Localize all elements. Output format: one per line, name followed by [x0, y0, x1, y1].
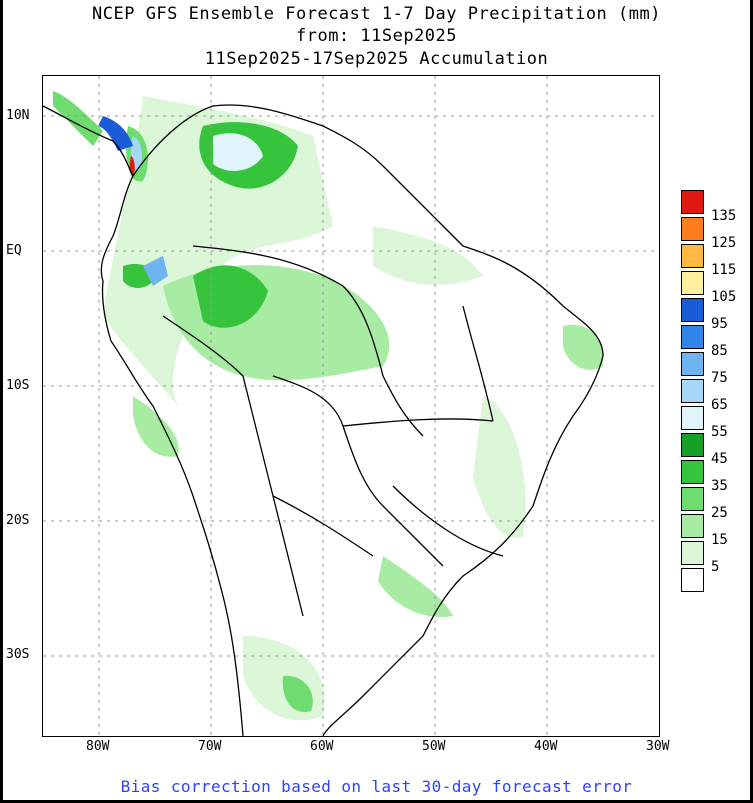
map-accumulation-period: 11Sep2025-17Sep2025 Accumulation [204, 49, 549, 69]
legend-swatch [681, 298, 704, 322]
legend-swatch [681, 217, 704, 241]
graticule [43, 76, 659, 736]
legend-label: 125 [711, 235, 737, 251]
map-title: NCEP GFS Ensemble Forecast 1-7 Day Preci… [92, 4, 661, 24]
legend-label: 135 [711, 208, 737, 224]
lon-label-30w: 30W [646, 739, 670, 754]
lon-label-70w: 70W [198, 739, 222, 754]
bias-correction-note: Bias correction based on last 30-day for… [120, 777, 633, 796]
lat-label-10s: 10S [6, 378, 30, 393]
legend-swatch [681, 460, 704, 484]
lat-label-30s: 30S [6, 647, 30, 662]
lat-label-10n: 10N [6, 108, 30, 123]
lon-label-80w: 80W [86, 739, 110, 754]
legend-label: 65 [711, 397, 728, 413]
legend-swatch [681, 487, 704, 511]
legend-label: 95 [711, 316, 728, 332]
legend-label: 115 [711, 262, 737, 278]
legend-label: 25 [711, 505, 728, 521]
legend-label: 55 [711, 424, 728, 440]
precipitation-map [42, 75, 660, 737]
legend-swatch [681, 541, 704, 565]
map-canvas [43, 76, 659, 736]
legend-swatch [681, 514, 704, 538]
legend-label: 15 [711, 532, 728, 548]
legend-label: 45 [711, 451, 728, 467]
legend-swatch [681, 379, 704, 403]
precip-shading [53, 91, 604, 721]
legend-swatch [681, 352, 704, 376]
coastlines-borders [43, 104, 604, 736]
legend-swatch [681, 568, 704, 592]
legend-label: 5 [711, 559, 720, 575]
legend-label: 85 [711, 343, 728, 359]
lon-label-60w: 60W [310, 739, 334, 754]
legend-label: 35 [711, 478, 728, 494]
map-issue-date: from: 11Sep2025 [295, 26, 458, 46]
lat-label-eq: EQ [6, 243, 22, 258]
legend-swatch [681, 190, 704, 214]
legend-swatch [681, 271, 704, 295]
lat-label-20s: 20S [6, 513, 30, 528]
legend-swatch [681, 433, 704, 457]
legend-swatch [681, 244, 704, 268]
legend-label: 75 [711, 370, 728, 386]
legend-swatch [681, 406, 704, 430]
legend-label: 105 [711, 289, 737, 305]
legend-swatch [681, 325, 704, 349]
lon-label-40w: 40W [534, 739, 558, 754]
lon-label-50w: 50W [422, 739, 446, 754]
